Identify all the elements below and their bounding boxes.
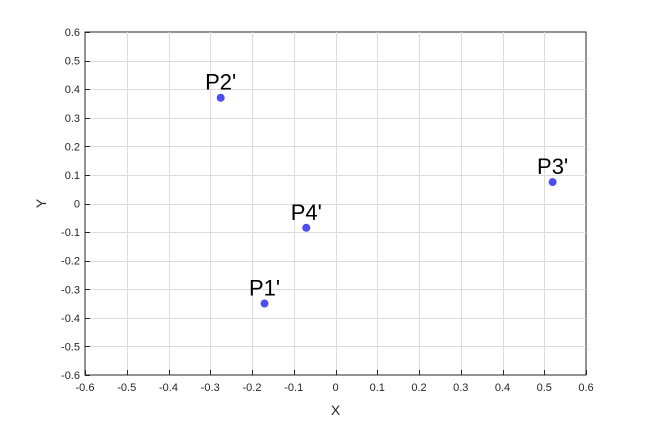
y-axis-title: Y — [33, 198, 49, 208]
y-tick-label: -0.4 — [61, 313, 80, 325]
y-tick-label: 0.2 — [65, 141, 80, 153]
y-tick-label: -0.1 — [61, 227, 80, 239]
y-tick-label: 0.6 — [65, 27, 80, 39]
x-tick-label: -0.5 — [117, 382, 136, 394]
x-tick-label: 0.5 — [537, 382, 552, 394]
y-tick-label: 0 — [74, 199, 80, 211]
plot-area — [84, 31, 587, 376]
y-tick-label: 0.5 — [65, 56, 80, 68]
y-tick-label: 0.4 — [65, 84, 80, 96]
tick-marks — [85, 32, 587, 376]
x-tick-label: -0.3 — [201, 382, 220, 394]
x-tick-label: 0.2 — [411, 382, 426, 394]
x-tick-label: -0.6 — [76, 382, 95, 394]
data-point-label: P1' — [249, 276, 280, 301]
x-tick-label: 0.4 — [495, 382, 510, 394]
x-tick-label: 0.6 — [578, 382, 593, 394]
x-tick-label: -0.4 — [159, 382, 178, 394]
data-point-marker — [260, 299, 269, 308]
data-point-label: P4' — [291, 200, 322, 225]
x-tick-label: 0 — [332, 382, 338, 394]
x-tick-label: 0.3 — [453, 382, 468, 394]
data-point-marker — [302, 223, 311, 232]
grid-lines — [85, 32, 586, 375]
x-axis-title: X — [331, 402, 341, 418]
y-tick-label: 0.3 — [65, 113, 80, 125]
data-points: P1' P2' P3' P4' — [205, 70, 568, 308]
y-tick-label: -0.6 — [61, 370, 80, 382]
data-point-marker — [216, 93, 225, 102]
data-point-marker — [548, 178, 557, 187]
x-tick-label: -0.1 — [284, 382, 303, 394]
y-tick-label: 0.1 — [65, 170, 80, 182]
y-tick-label: -0.3 — [61, 284, 80, 296]
y-tick-labels: -0.6 -0.5 -0.4 -0.3 -0.2 -0.1 0 0.1 0.2 0.3 0.4 0.5… — [61, 27, 80, 382]
data-point-label: P3' — [537, 154, 568, 179]
x-tick-labels: -0.6 -0.5 -0.4 -0.3 -0.2 -0.1 0 0.1 0.2 0.3 0.4 0.5… — [76, 382, 594, 394]
y-tick-label: -0.5 — [61, 341, 80, 353]
x-tick-label: 0.1 — [370, 382, 385, 394]
y-tick-label: -0.2 — [61, 256, 80, 268]
data-point-label: P2' — [205, 70, 236, 95]
x-tick-label: -0.2 — [243, 382, 262, 394]
